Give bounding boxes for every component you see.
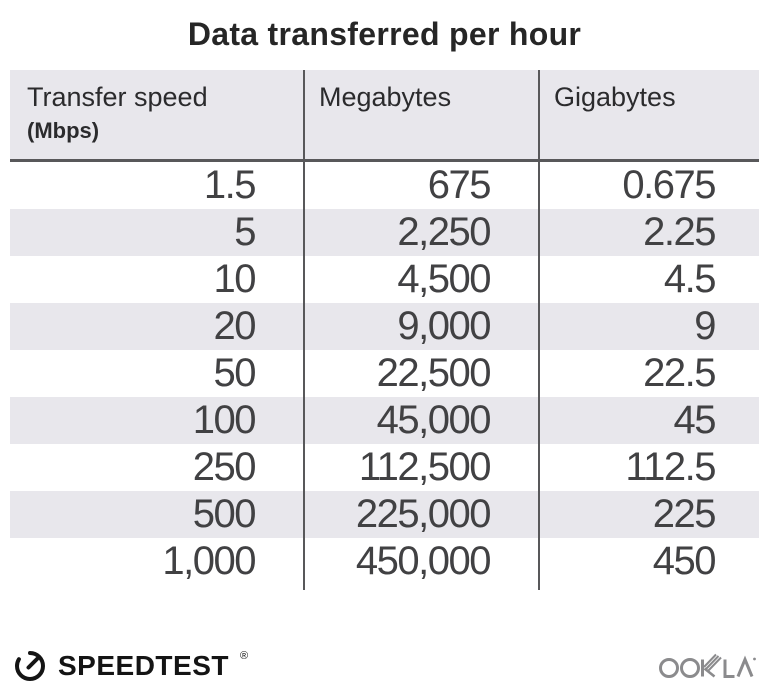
- speedtest-wordmark: SPEEDTEST: [58, 650, 229, 681]
- gauge-icon: [15, 651, 45, 681]
- cell-gigabytes: 9: [538, 303, 759, 350]
- column-header-label: Transfer speed: [27, 82, 208, 112]
- ookla-wordmark-icon: [659, 653, 756, 678]
- table-divider-tail: [10, 585, 759, 590]
- cell-gigabytes: 2.25: [538, 209, 759, 256]
- table-row: 20 9,000 9: [10, 303, 759, 350]
- cell-gigabytes: 4.5: [538, 256, 759, 303]
- table-row: 100 45,000 45: [10, 397, 759, 444]
- cell-transfer-speed: 20: [213, 304, 257, 348]
- cell-gigabytes: 450: [538, 538, 759, 585]
- cell-transfer-speed: 500: [192, 492, 257, 536]
- cell-gigabytes: 225: [538, 491, 759, 538]
- table-row: 50 22,500 22.5: [10, 350, 759, 397]
- cell-megabytes: 45,000: [303, 397, 538, 444]
- column-header-label: Gigabytes: [554, 82, 676, 112]
- table-row: 5 2,250 2.25: [10, 209, 759, 256]
- cell-megabytes: 9,000: [303, 303, 538, 350]
- cell-transfer-speed: 1,000: [162, 539, 256, 583]
- ookla-logo: [659, 651, 757, 681]
- cell-megabytes: 112,500: [303, 444, 538, 491]
- cell-gigabytes: 22.5: [538, 350, 759, 397]
- cell-gigabytes: 45: [538, 397, 759, 444]
- column-header-gigabytes: Gigabytes: [538, 70, 759, 159]
- cell-megabytes: 675: [303, 162, 538, 209]
- cell-megabytes: 450,000: [303, 538, 538, 585]
- cell-transfer-speed: 250: [192, 445, 257, 489]
- column-header-megabytes: Megabytes: [303, 70, 538, 159]
- table-body: 1.5 675 0.675 5 2,250 2.25 10 4,500 4.5 20 9,000 9 5…: [10, 162, 759, 585]
- cell-megabytes: 2,250: [303, 209, 538, 256]
- footer: SPEEDTEST ®: [12, 646, 757, 686]
- table-row: 500 225,000 225: [10, 491, 759, 538]
- cell-megabytes: 22,500: [303, 350, 538, 397]
- cell-transfer-speed: 1.5: [203, 163, 257, 207]
- cell-transfer-speed: 50: [213, 351, 257, 395]
- table-header-row: Transfer speed (Mbps) Megabytes Gigabyte…: [10, 70, 759, 162]
- speedtest-logo: SPEEDTEST ®: [12, 648, 249, 684]
- cell-transfer-speed: 100: [192, 398, 257, 442]
- column-header-label: Megabytes: [319, 82, 452, 112]
- cell-gigabytes: 0.675: [538, 162, 759, 209]
- data-table: Transfer speed (Mbps) Megabytes Gigabyte…: [10, 70, 759, 590]
- table-row: 10 4,500 4.5: [10, 256, 759, 303]
- registered-trademark-icon: ®: [239, 650, 249, 662]
- cell-gigabytes: 112.5: [538, 444, 759, 491]
- column-header-transfer-speed: Transfer speed (Mbps): [10, 70, 303, 159]
- table-row: 250 112,500 112.5: [10, 444, 759, 491]
- table-row: 1,000 450,000 450: [10, 538, 759, 585]
- table-row: 1.5 675 0.675: [10, 162, 759, 209]
- cell-megabytes: 4,500: [303, 256, 538, 303]
- cell-transfer-speed: 10: [213, 257, 257, 301]
- cell-megabytes: 225,000: [303, 491, 538, 538]
- page-title: Data transferred per hour: [187, 16, 582, 52]
- column-header-unit: (Mbps): [27, 118, 100, 144]
- cell-transfer-speed: 5: [234, 210, 256, 254]
